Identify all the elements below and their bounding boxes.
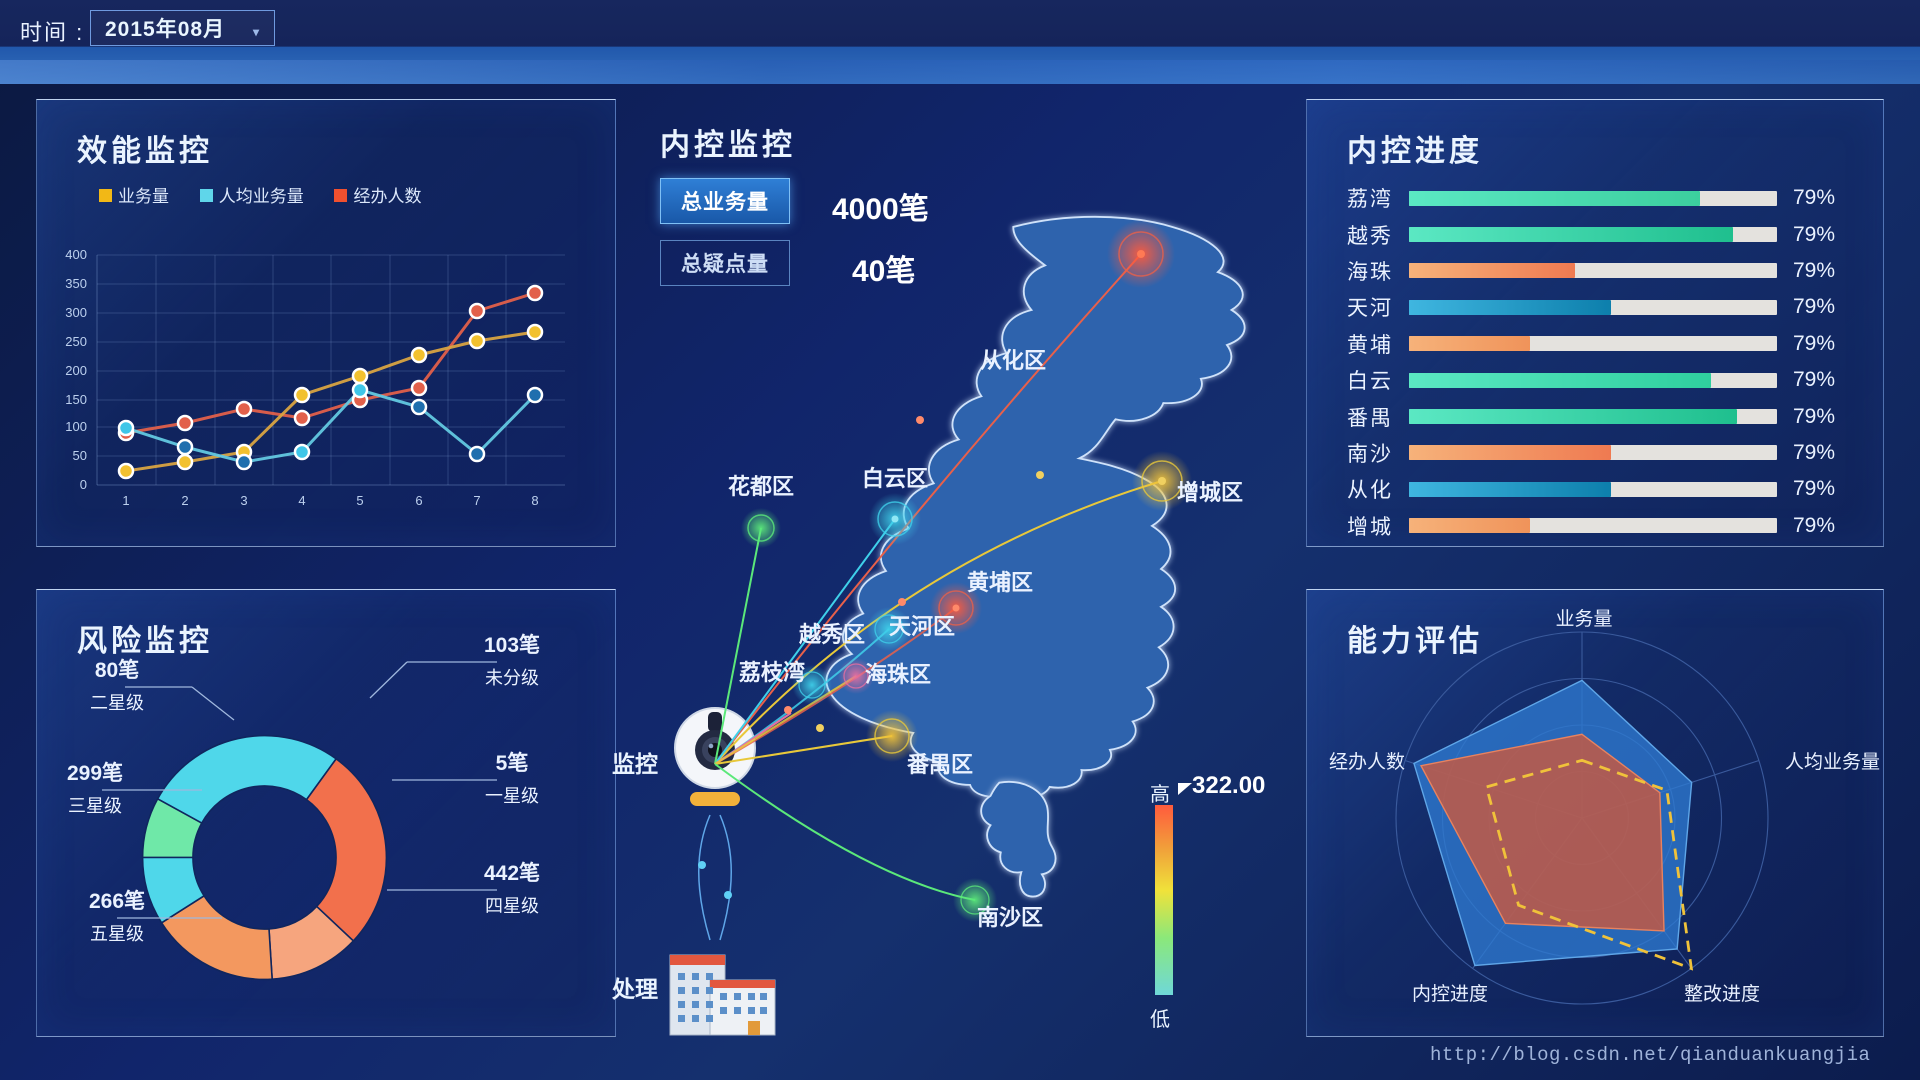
svg-text:五星级: 五星级: [90, 924, 144, 944]
svg-text:未分级: 未分级: [485, 668, 539, 688]
svg-text:四星级: 四星级: [485, 896, 539, 916]
svg-text:三星级: 三星级: [68, 796, 122, 816]
svg-text:5笔: 5笔: [496, 751, 529, 775]
svg-text:人均业务量: 人均业务量: [1785, 751, 1880, 773]
svg-text:80笔: 80笔: [95, 658, 139, 682]
svg-text:250: 250: [65, 334, 87, 349]
svg-text:4: 4: [298, 493, 305, 508]
svg-text:50: 50: [73, 448, 87, 463]
svg-text:7: 7: [473, 493, 480, 508]
svg-text:1: 1: [122, 493, 129, 508]
svg-text:266笔: 266笔: [89, 889, 145, 913]
svg-text:5: 5: [356, 493, 363, 508]
svg-text:299笔: 299笔: [67, 761, 123, 785]
svg-text:200: 200: [65, 363, 87, 378]
svg-text:内控进度: 内控进度: [1412, 983, 1488, 1005]
svg-text:2: 2: [181, 493, 188, 508]
svg-text:8: 8: [531, 493, 538, 508]
svg-text:350: 350: [65, 276, 87, 291]
svg-text:400: 400: [65, 247, 87, 262]
svg-text:150: 150: [65, 392, 87, 407]
svg-text:一星级: 一星级: [485, 786, 539, 806]
svg-text:0: 0: [80, 477, 87, 492]
svg-text:3: 3: [240, 493, 247, 508]
svg-text:二星级: 二星级: [90, 693, 144, 713]
svg-text:103笔: 103笔: [484, 633, 540, 657]
svg-text:300: 300: [65, 305, 87, 320]
svg-text:442笔: 442笔: [484, 861, 540, 885]
svg-text:业务量: 业务量: [1555, 608, 1612, 630]
svg-text:6: 6: [415, 493, 422, 508]
svg-text:整改进度: 整改进度: [1684, 983, 1760, 1005]
svg-text:经办人数: 经办人数: [1329, 751, 1405, 773]
svg-text:100: 100: [65, 419, 87, 434]
